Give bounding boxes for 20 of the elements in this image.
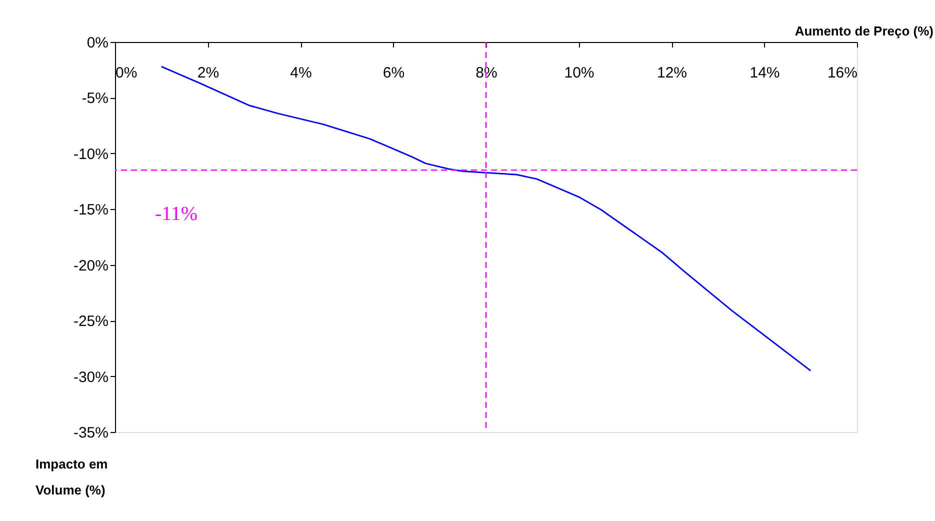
y-tick-label: -35% bbox=[73, 424, 108, 442]
x-tick-label: 10% bbox=[564, 64, 594, 82]
y-tick-label: -20% bbox=[73, 257, 108, 274]
x-tick-label: 2% bbox=[197, 64, 220, 82]
y-axis-title: Impacto em Volume (%) bbox=[36, 456, 108, 498]
x-tick-label: 8% bbox=[476, 64, 498, 82]
y-tick-label: -30% bbox=[73, 368, 108, 386]
x-tick-label: 14% bbox=[750, 64, 780, 82]
y-tick-label: -5% bbox=[82, 90, 108, 108]
y-tick-label: -15% bbox=[73, 202, 108, 219]
x-tick-label: 16% bbox=[827, 64, 858, 82]
y-tick-label: -10% bbox=[73, 146, 108, 163]
y-tick-label: -25% bbox=[73, 313, 108, 330]
x-tick-label: 6% bbox=[382, 64, 405, 82]
x-tick-label: 0% bbox=[116, 64, 138, 82]
x-tick-label: 4% bbox=[290, 64, 312, 82]
y-tick-label: 0% bbox=[86, 34, 108, 52]
annotation: -11% bbox=[155, 203, 198, 226]
x-tick-label: 12% bbox=[656, 64, 688, 82]
x-axis-title: Aumento de Preço (%) bbox=[794, 24, 934, 38]
